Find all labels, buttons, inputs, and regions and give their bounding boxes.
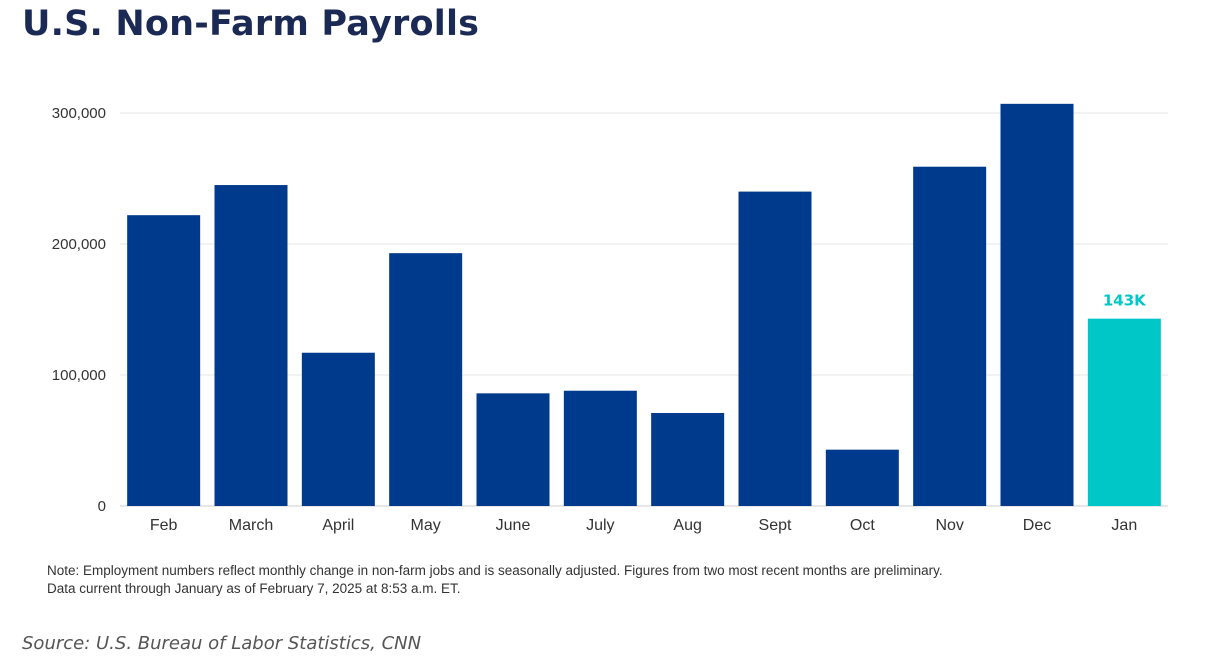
- y-tick-label: 300,000: [52, 105, 106, 122]
- bar-april: [301, 352, 375, 506]
- bar-sept: [738, 191, 812, 506]
- x-tick-label-oct: Oct: [850, 517, 875, 534]
- x-tick-label-sept: Sept: [759, 517, 792, 534]
- y-tick-label: 0: [98, 498, 106, 515]
- x-axis-ticks: Feb March April May June July Aug Sept Oct Nov Dec…: [150, 517, 1137, 534]
- x-tick-label-dec: Dec: [1023, 517, 1051, 534]
- x-tick-label-may: May: [411, 517, 441, 534]
- y-tick-label: 200,000: [52, 236, 106, 253]
- bar-dec: [1000, 103, 1074, 506]
- data-labels: 143K: [1103, 292, 1147, 310]
- gridlines: [120, 112, 1168, 507]
- y-tick-label: 100,000: [52, 367, 106, 384]
- bar-oct: [825, 449, 899, 506]
- x-tick-label-nov: Nov: [935, 517, 963, 534]
- x-tick-label-april: April: [322, 517, 354, 534]
- chart-note: Note: Employment numbers reflect monthly…: [47, 562, 943, 598]
- x-tick-label-july: July: [586, 517, 614, 534]
- bar-feb: [127, 215, 201, 506]
- bar-march: [214, 185, 288, 507]
- bar-jan: [1087, 318, 1161, 506]
- x-tick-label-aug: Aug: [673, 517, 701, 534]
- data-label-jan: 143K: [1103, 292, 1147, 310]
- x-tick-label-march: March: [229, 517, 273, 534]
- x-tick-label-feb: Feb: [150, 517, 178, 534]
- x-tick-label-june: June: [496, 517, 531, 534]
- bar-may: [389, 253, 463, 506]
- bars: [127, 103, 1161, 507]
- note-line-2: Data current through January as of Febru…: [47, 581, 461, 596]
- bar-nov: [913, 166, 987, 506]
- x-tick-label-jan: Jan: [1111, 517, 1137, 534]
- y-axis-ticks: 0 100,000 200,000 300,000: [52, 105, 106, 515]
- source-credit: Source: U.S. Bureau of Labor Statistics,…: [22, 633, 422, 654]
- chart-title: U.S. Non-Farm Payrolls: [22, 4, 480, 44]
- bar-aug: [651, 412, 725, 506]
- note-line-1: Note: Employment numbers reflect monthly…: [47, 563, 943, 578]
- bar-june: [476, 393, 550, 506]
- bar-july: [563, 390, 637, 506]
